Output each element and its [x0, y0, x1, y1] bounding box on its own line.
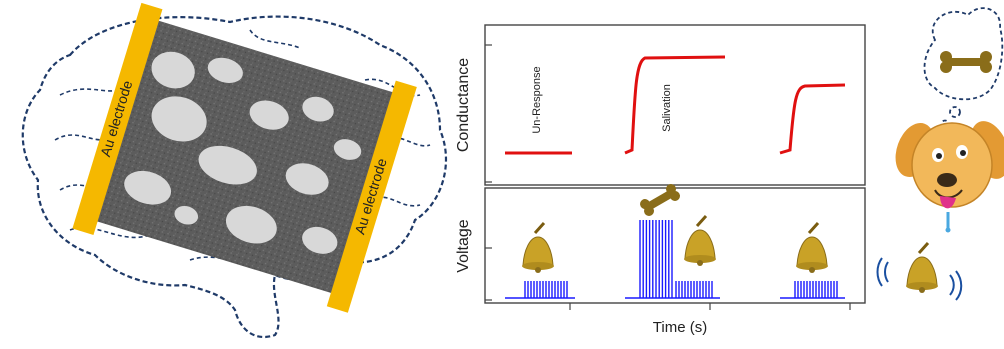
thought-cloud-icon [923, 7, 1004, 129]
dog-face-icon [895, 121, 1004, 233]
bone-icon [940, 51, 992, 73]
voltage-pulses-bell-3 [794, 281, 838, 298]
bone-icon [640, 184, 680, 216]
voltage-pulses-bell-2 [675, 281, 713, 298]
electrode-right [326, 80, 417, 313]
bell-icon [796, 221, 828, 273]
bell-icon [906, 241, 938, 293]
bell-icon [522, 221, 554, 273]
voltage-pulses-bell-1 [524, 281, 568, 298]
annotation-salivation: Salivation [661, 84, 673, 132]
voltage-traces [505, 220, 845, 299]
brain-illustration: Au electrode Au electrode [21, 2, 448, 338]
silver-clusters [124, 51, 362, 254]
pavlov-plot: Conductance Voltage Time (s) Un-Response… [455, 24, 866, 336]
conductance-trace-2 [624, 55, 726, 155]
electrode-left [72, 2, 163, 235]
sem-micrograph: Au electrode Au electrode [72, 2, 417, 313]
time-axis-label: Time (s) [653, 319, 707, 336]
voltage-axis-label: Voltage [455, 219, 472, 272]
ringing-waves-icon [876, 257, 963, 301]
conductance-axis-label: Conductance [455, 58, 472, 152]
brain-outline-icon [21, 15, 448, 338]
axis-ticks [485, 44, 851, 310]
voltage-pulses-food [639, 220, 673, 298]
conductance-traces [505, 55, 846, 155]
annotation-un-response: Un-Response [531, 66, 543, 133]
dog-illustration [876, 7, 1004, 301]
conductance-trace-3 [779, 83, 846, 155]
bell-icon [684, 214, 716, 266]
conductance-panel-frame [484, 24, 866, 186]
